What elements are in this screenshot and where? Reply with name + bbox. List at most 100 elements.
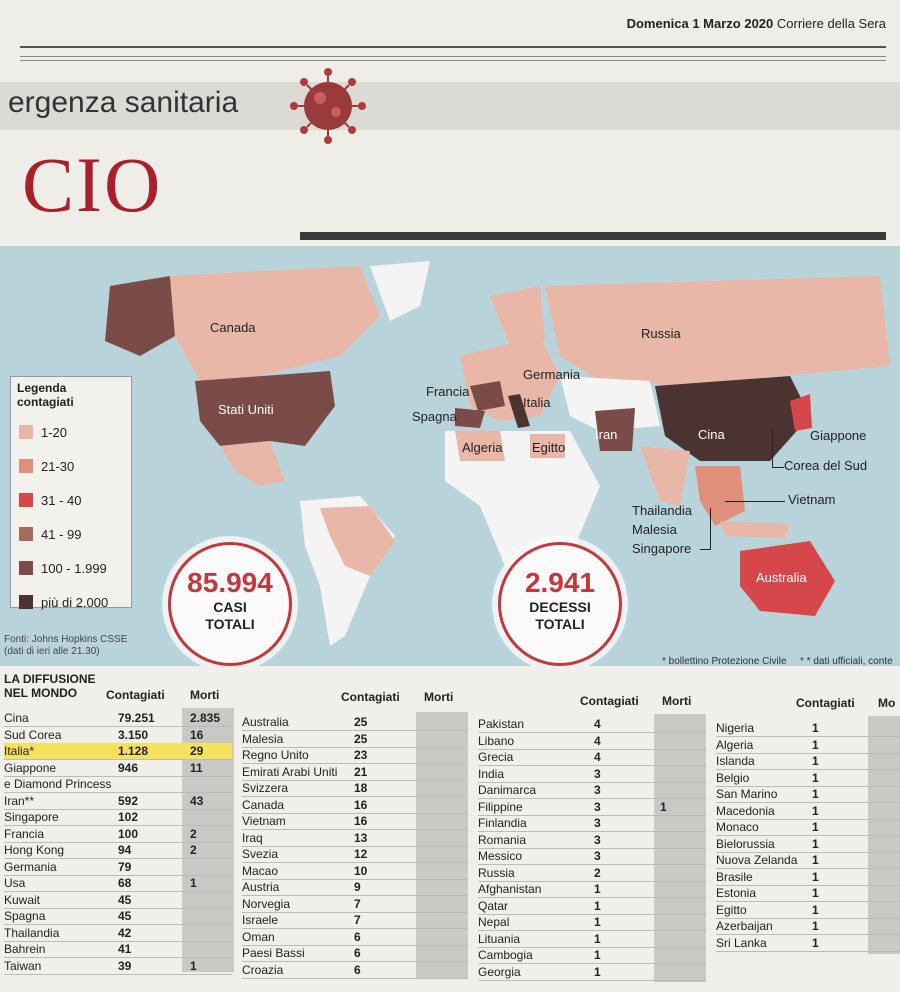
cases-value: 68: [118, 876, 132, 890]
map-region-brazil: [320, 506, 395, 576]
country-name: Francia: [4, 826, 45, 841]
table-row: Emirati Arabi Uniti 21: [242, 764, 468, 781]
country-name: Hong Kong: [4, 843, 65, 857]
legend-item: 31 - 40: [19, 483, 131, 517]
legend-item: 1-20: [19, 415, 131, 449]
country-name: Cambogia: [478, 948, 533, 962]
table-title-2: NEL MONDO: [4, 686, 78, 700]
cases-value: 1.128: [118, 744, 149, 758]
cases-value: 79.251: [118, 711, 155, 725]
cases-value: 7: [354, 896, 361, 911]
map-region-southeast-asia: [695, 466, 745, 526]
cases-value: 1: [812, 820, 819, 834]
table-row: Usa 68 1: [4, 875, 232, 892]
cases-value: 12: [354, 847, 368, 861]
section-title: ergenza sanitaria: [8, 86, 239, 119]
table-row: Regno Unito 23: [242, 747, 468, 764]
country-name: Algeria: [716, 737, 754, 752]
map-region-mexico: [220, 441, 285, 486]
legend-label: 31 - 40: [41, 492, 82, 508]
table-row: Algeria 1: [716, 737, 900, 754]
country-name: Pakistan: [478, 717, 525, 731]
col1-deaths-header: Morti: [190, 688, 220, 702]
label-francia: Francia: [426, 384, 470, 399]
deaths-value: 2: [190, 843, 197, 857]
table-row: Nigeria 1: [716, 720, 900, 737]
cases-value: 1: [812, 737, 819, 752]
legend-label: 100 - 1.999: [41, 560, 107, 576]
deaths-value: 16: [190, 727, 204, 742]
map-region-italy: [508, 394, 530, 428]
legend-title: Legenda contagiati: [17, 381, 74, 409]
country-name: Lituania: [478, 931, 521, 946]
col2-deaths-header: Morti: [424, 690, 454, 704]
country-name: Grecia: [478, 750, 514, 764]
country-name: Paesi Bassi: [242, 946, 305, 960]
country-name: San Marino: [716, 787, 778, 801]
total-cases-label-2: TOTALI: [205, 616, 255, 632]
total-deaths-value: 2.941: [524, 567, 596, 598]
table-row: Canada 16: [242, 797, 468, 814]
label-cina: Cina: [698, 427, 725, 442]
country-name: Svizzera: [242, 781, 289, 795]
map-region-korea: [772, 408, 784, 428]
total-cases-label-1: CASI: [213, 599, 247, 615]
deaths-value: 29: [190, 744, 204, 758]
cases-value: 3: [594, 816, 601, 830]
cases-value: 21: [354, 764, 368, 779]
table-row: Austria 9: [242, 879, 468, 896]
country-name: Bahrein: [4, 942, 46, 956]
deaths-value: 2.835: [190, 711, 221, 725]
callout-sea: [710, 508, 712, 550]
callout-singapore: [700, 549, 710, 551]
table-row: Taiwan 39 1: [4, 958, 232, 975]
country-name: India: [478, 766, 505, 781]
country-name: Egitto: [716, 902, 747, 917]
cases-value: 4: [594, 750, 601, 764]
table-row: Afghanistan 1: [478, 881, 706, 898]
source-line-1: Fonti: Johns Hopkins CSSE: [4, 634, 128, 645]
cases-value: 3: [594, 832, 601, 847]
cases-value: 42: [118, 925, 132, 940]
country-name: Usa: [4, 876, 26, 890]
country-name: Azerbaijan: [716, 919, 773, 933]
table-row: India 3: [478, 766, 706, 783]
table-row: Monaco 1: [716, 819, 900, 836]
legend-swatch: [19, 493, 33, 507]
country-name: Oman: [242, 929, 275, 944]
cases-value: 94: [118, 843, 132, 857]
legend-swatch: [19, 595, 33, 609]
world-map: Canada Stati Uniti Russia Francia German…: [0, 246, 900, 666]
label-stati-uniti: Stati Uniti: [218, 402, 274, 417]
col3-cases-header: Contagiati: [580, 694, 639, 708]
cases-value: 7: [354, 913, 361, 927]
col1-cases-header: Contagiati: [106, 688, 165, 702]
map-region-greenland: [370, 261, 430, 321]
label-malesia: Malesia: [632, 522, 677, 537]
col4-deaths-header: Mo: [878, 696, 896, 710]
label-spagna: Spagna: [412, 409, 457, 424]
table-row: San Marino 1: [716, 786, 900, 803]
cases-value: 9: [354, 880, 361, 894]
cases-value: 2: [594, 865, 601, 880]
cases-value: 1: [812, 935, 819, 950]
cases-value: 6: [354, 929, 361, 944]
table-title-1: LA DIFFUSIONE: [4, 672, 96, 686]
cases-table: LA DIFFUSIONE NEL MONDO Contagiati Morti…: [0, 670, 900, 992]
table-row: Bielorussia 1: [716, 836, 900, 853]
cases-value: 25: [354, 731, 368, 746]
legend-item: 41 - 99: [19, 517, 131, 551]
deaths-value: 1: [190, 958, 197, 973]
legend-item: 21-30: [19, 449, 131, 483]
legend-swatch: [19, 459, 33, 473]
country-name: Svezia: [242, 847, 279, 861]
country-name: Romania: [478, 832, 527, 847]
deaths-value: 11: [190, 760, 203, 775]
table-row: Iran** 592 43: [4, 793, 232, 810]
table-row: Libano 4: [478, 733, 706, 750]
headline-fragment: CIO: [22, 141, 163, 228]
legend-swatch: [19, 527, 33, 541]
cases-value: 1: [812, 869, 819, 884]
total-cases-value: 85.994: [187, 567, 273, 598]
table-row: Azerbaijan 1: [716, 918, 900, 935]
